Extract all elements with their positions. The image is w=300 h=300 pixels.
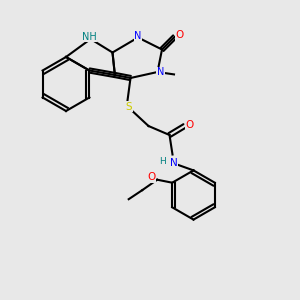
- Text: N: N: [157, 67, 164, 77]
- Text: N: N: [170, 158, 178, 168]
- Text: H: H: [160, 157, 166, 166]
- Text: O: O: [148, 172, 156, 182]
- Text: NH: NH: [82, 32, 97, 42]
- Text: O: O: [176, 30, 184, 40]
- Text: O: O: [186, 119, 194, 130]
- Text: N: N: [134, 31, 142, 41]
- Text: S: S: [126, 101, 132, 112]
